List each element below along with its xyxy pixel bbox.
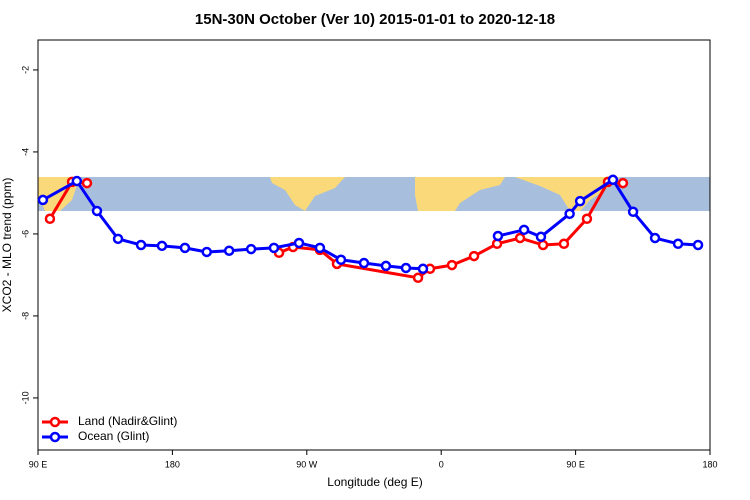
x-tick-label: 0	[439, 459, 444, 469]
point	[112, 233, 124, 245]
x-tick-label: 90 E	[29, 459, 48, 469]
y-tick-label: -2	[20, 66, 30, 74]
point	[223, 245, 235, 256]
x-tick-label: 90 W	[296, 459, 318, 469]
point	[574, 195, 586, 207]
y-axis-title: XCO2 - MLO trend (ppm)	[0, 178, 14, 313]
y-tick-label: -10	[20, 391, 30, 404]
chart-title: 15N-30N October (Ver 10) 2015-01-01 to 2…	[195, 11, 555, 28]
y-tick-label: -4	[20, 148, 30, 156]
point	[400, 262, 412, 274]
point	[446, 259, 458, 271]
point	[535, 231, 547, 243]
point	[518, 224, 530, 236]
map-band	[38, 177, 710, 211]
point	[156, 240, 168, 252]
point	[380, 260, 392, 272]
plot-frame	[37, 39, 711, 451]
point	[314, 242, 326, 254]
point	[492, 230, 504, 242]
point	[81, 177, 93, 189]
legend-label: Land (Nadir&Glint)	[78, 414, 177, 428]
point	[537, 239, 549, 251]
point	[293, 237, 305, 249]
point	[201, 246, 212, 258]
point	[617, 177, 629, 189]
point	[44, 213, 56, 225]
x-tick-label: 90 E	[566, 459, 585, 469]
point	[468, 250, 480, 262]
point	[37, 194, 49, 206]
point	[564, 208, 575, 220]
point	[558, 238, 570, 250]
point	[627, 206, 639, 218]
point	[179, 242, 191, 254]
point	[581, 213, 593, 225]
point	[607, 174, 619, 186]
point	[358, 257, 370, 269]
legend-marker	[49, 416, 61, 428]
legend-marker	[49, 431, 61, 443]
point	[245, 243, 257, 255]
x-axis-title: Longitude (deg E)	[327, 475, 422, 489]
point	[71, 175, 83, 187]
y-tick-label: -8	[20, 312, 30, 320]
y-tick-label: -6	[20, 230, 30, 238]
point	[135, 239, 147, 251]
point	[514, 232, 526, 244]
point	[672, 238, 684, 250]
point	[649, 232, 661, 244]
point	[412, 272, 424, 284]
point	[692, 239, 704, 251]
x-tick-label: 180	[702, 459, 717, 469]
point	[335, 254, 347, 266]
x-tick-label: 180	[165, 459, 180, 469]
point	[417, 263, 429, 275]
point	[268, 242, 280, 254]
point	[91, 205, 103, 217]
legend-label: Ocean (Glint)	[78, 429, 149, 443]
